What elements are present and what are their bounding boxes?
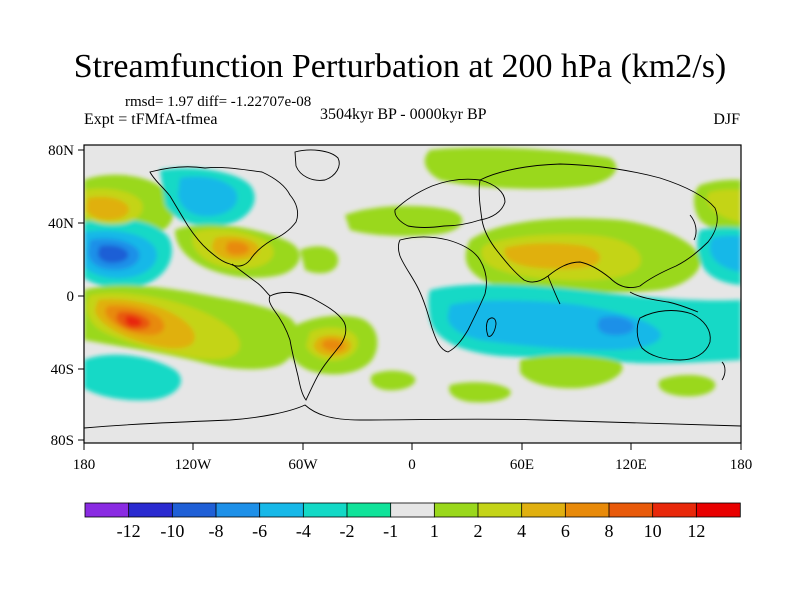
contour-teal-south-pacific (84, 354, 181, 401)
colorbar-swatch (608, 502, 654, 518)
experiment-text: Expt = tFMfA-tfmea (84, 111, 218, 128)
coast-greenland (294, 149, 340, 181)
coast-japan (689, 214, 697, 241)
colorbar-label: -10 (160, 521, 184, 541)
coast-north-america (149, 166, 299, 267)
axis-ticks (78, 149, 742, 450)
colorbar-label: -2 (340, 521, 355, 541)
coast-south-america (268, 291, 347, 401)
colorbar-label: -1 (383, 521, 398, 541)
lon-label-60w: 60W (288, 457, 318, 473)
coast-maritime-continent (629, 291, 699, 313)
coast-central-america (231, 263, 271, 297)
lat-label-40n: 40N (48, 216, 74, 232)
colorbar-label: -6 (252, 521, 267, 541)
lon-label-120e: 120E (615, 457, 647, 473)
contour-core-south-pacific (125, 315, 143, 327)
colorbar-swatch (695, 502, 741, 518)
contour-green-southern-ocean (449, 382, 511, 403)
coast-new-zealand (721, 361, 726, 381)
contour-dark-blue-north-pacific (97, 245, 129, 263)
colorbar-swatch (477, 502, 523, 518)
contour-dark-orange-south-america (321, 339, 345, 352)
colorbar-label: 1 (430, 521, 439, 541)
colorbar-swatch (84, 502, 130, 518)
lat-label-40s: 40S (51, 362, 74, 378)
contour-green-south-atlantic (370, 370, 416, 391)
contour-green-tasman (658, 374, 716, 397)
chart-title: Streamfunction Perturbation at 200 hPa (… (73, 48, 727, 85)
contour-gold-northeast (707, 189, 741, 222)
coast-australia (636, 310, 711, 361)
contour-cyan-east-pacific (709, 235, 741, 272)
lon-label-60e: 60E (510, 457, 534, 473)
contour-green-south-indian (520, 355, 623, 389)
colorbar-label: 6 (561, 521, 570, 541)
stats-text: rmsd= 1.97 diff= -1.22707e-08 (125, 94, 312, 110)
colorbar-swatch (652, 502, 698, 518)
contour-cyan-indian (447, 300, 661, 350)
lon-label-180w: 180 (73, 457, 96, 473)
colorbar-label: 10 (644, 521, 662, 541)
contour-orange-northwest-pacific (86, 196, 129, 220)
coast-india (547, 275, 561, 305)
contour-dark-orange-gulf (225, 241, 250, 255)
lat-label-0: 0 (67, 289, 75, 305)
colorbar: -12 -10 -8 -6 -4 -2 -1 1 2 4 6 8 10 12 (84, 502, 741, 541)
coastlines (84, 149, 741, 429)
colorbar-label: -12 (117, 521, 141, 541)
colorbar-label: -8 (209, 521, 224, 541)
colorbar-swatch (564, 502, 610, 518)
colorbar-label: 2 (474, 521, 483, 541)
coast-asia (478, 163, 718, 289)
colorbar-swatch (521, 502, 567, 518)
colorbar-label: 12 (687, 521, 705, 541)
period-text: 3504kyr BP - 0000kyr BP (320, 106, 487, 123)
colorbar-swatch (259, 502, 305, 518)
colorbar-swatch (128, 502, 174, 518)
coast-madagascar (486, 317, 497, 337)
contour-green-arctic (424, 147, 617, 189)
contour-green-west-atlantic (300, 246, 339, 274)
lat-label-80n: 80N (48, 143, 74, 159)
colorbar-swatch (302, 502, 348, 518)
colorbar-swatch (215, 502, 261, 518)
colorbar-swatch (433, 502, 479, 518)
lon-label-120w: 120W (175, 457, 213, 473)
colorbar-swatch (346, 502, 392, 518)
colorbar-swatch (171, 502, 217, 518)
coast-africa (398, 236, 487, 353)
coast-antarctica (84, 404, 741, 429)
coast-europe (394, 178, 506, 228)
contour-cyan-north-america (178, 176, 238, 217)
contour-field (84, 147, 741, 403)
colorbar-label: 8 (605, 521, 614, 541)
season-text: DJF (713, 111, 740, 128)
colorbar-label: -4 (296, 521, 311, 541)
colorbar-label: 4 (517, 521, 526, 541)
contour-green-eurasia (345, 205, 463, 237)
contour-deep-blue-indian (597, 316, 635, 336)
lat-label-80s: 80S (51, 433, 74, 449)
lon-label-0: 0 (408, 457, 416, 473)
colorbar-swatch (390, 502, 436, 518)
lon-label-180e: 180 (730, 457, 753, 473)
